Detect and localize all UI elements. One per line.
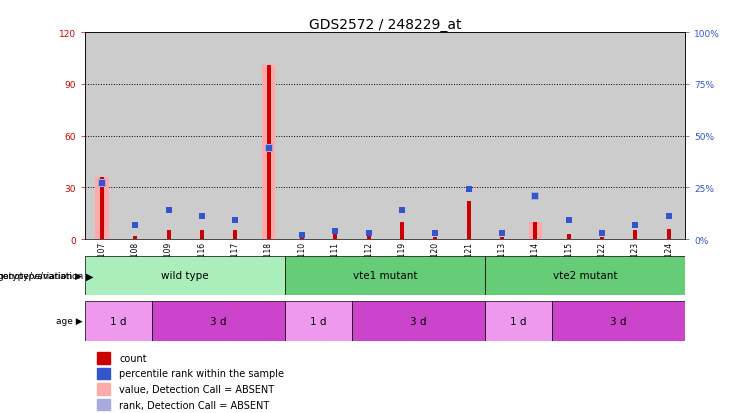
Bar <box>85 256 285 295</box>
Bar <box>485 301 552 341</box>
Bar <box>519 33 552 240</box>
Bar <box>419 33 452 240</box>
Bar <box>619 33 652 240</box>
Text: count: count <box>119 353 147 363</box>
Text: age ▶: age ▶ <box>56 317 82 325</box>
Bar <box>262 66 276 240</box>
Text: value, Detection Call = ABSENT: value, Detection Call = ABSENT <box>119 384 275 394</box>
Bar <box>200 231 204 240</box>
Bar <box>85 33 119 240</box>
Bar <box>252 33 285 240</box>
Text: vte2 mutant: vte2 mutant <box>553 271 618 281</box>
Bar <box>534 222 537 240</box>
Bar <box>529 222 542 240</box>
Bar <box>97 368 110 379</box>
Bar <box>385 33 419 240</box>
Bar <box>652 33 685 240</box>
Bar <box>119 33 152 240</box>
Bar <box>433 238 437 240</box>
Bar <box>467 202 471 240</box>
Bar <box>285 33 319 240</box>
Text: 1 d: 1 d <box>110 316 127 326</box>
Bar <box>95 178 108 240</box>
Bar <box>400 222 404 240</box>
Title: GDS2572 / 248229_at: GDS2572 / 248229_at <box>309 18 462 32</box>
Bar <box>100 178 104 240</box>
Bar <box>352 33 385 240</box>
Bar <box>333 231 337 240</box>
Text: vte1 mutant: vte1 mutant <box>353 271 418 281</box>
Bar <box>485 256 685 295</box>
Bar <box>567 235 571 240</box>
Bar <box>352 301 485 341</box>
Text: rank, Detection Call = ABSENT: rank, Detection Call = ABSENT <box>119 399 270 410</box>
Bar <box>133 236 137 240</box>
Bar <box>285 301 352 341</box>
Bar <box>219 33 252 240</box>
Text: 3 d: 3 d <box>210 316 227 326</box>
Bar <box>667 229 671 240</box>
Text: 1 d: 1 d <box>310 316 327 326</box>
Bar <box>152 301 285 341</box>
Bar <box>300 238 304 240</box>
Bar <box>97 353 110 364</box>
Bar <box>367 236 370 240</box>
Bar <box>152 33 185 240</box>
Bar <box>552 33 585 240</box>
Bar <box>319 33 352 240</box>
Bar <box>500 238 504 240</box>
Text: 3 d: 3 d <box>411 316 427 326</box>
Bar <box>167 231 170 240</box>
Bar <box>600 238 604 240</box>
Bar <box>285 256 485 295</box>
Bar <box>585 33 619 240</box>
Text: wild type: wild type <box>162 271 209 281</box>
Bar <box>233 231 237 240</box>
Bar <box>97 383 110 395</box>
Bar <box>185 33 219 240</box>
Bar <box>85 301 152 341</box>
Text: genotype/variation: genotype/variation <box>0 271 84 280</box>
Text: percentile rank within the sample: percentile rank within the sample <box>119 368 285 379</box>
Bar <box>97 399 110 410</box>
Bar <box>485 33 519 240</box>
Bar <box>267 66 270 240</box>
Text: genotype/variation ▶: genotype/variation ▶ <box>0 271 82 280</box>
Bar <box>452 33 485 240</box>
Text: 3 d: 3 d <box>611 316 627 326</box>
Bar <box>634 231 637 240</box>
Text: 1 d: 1 d <box>511 316 527 326</box>
Text: ▶: ▶ <box>86 271 93 281</box>
Bar <box>552 301 685 341</box>
